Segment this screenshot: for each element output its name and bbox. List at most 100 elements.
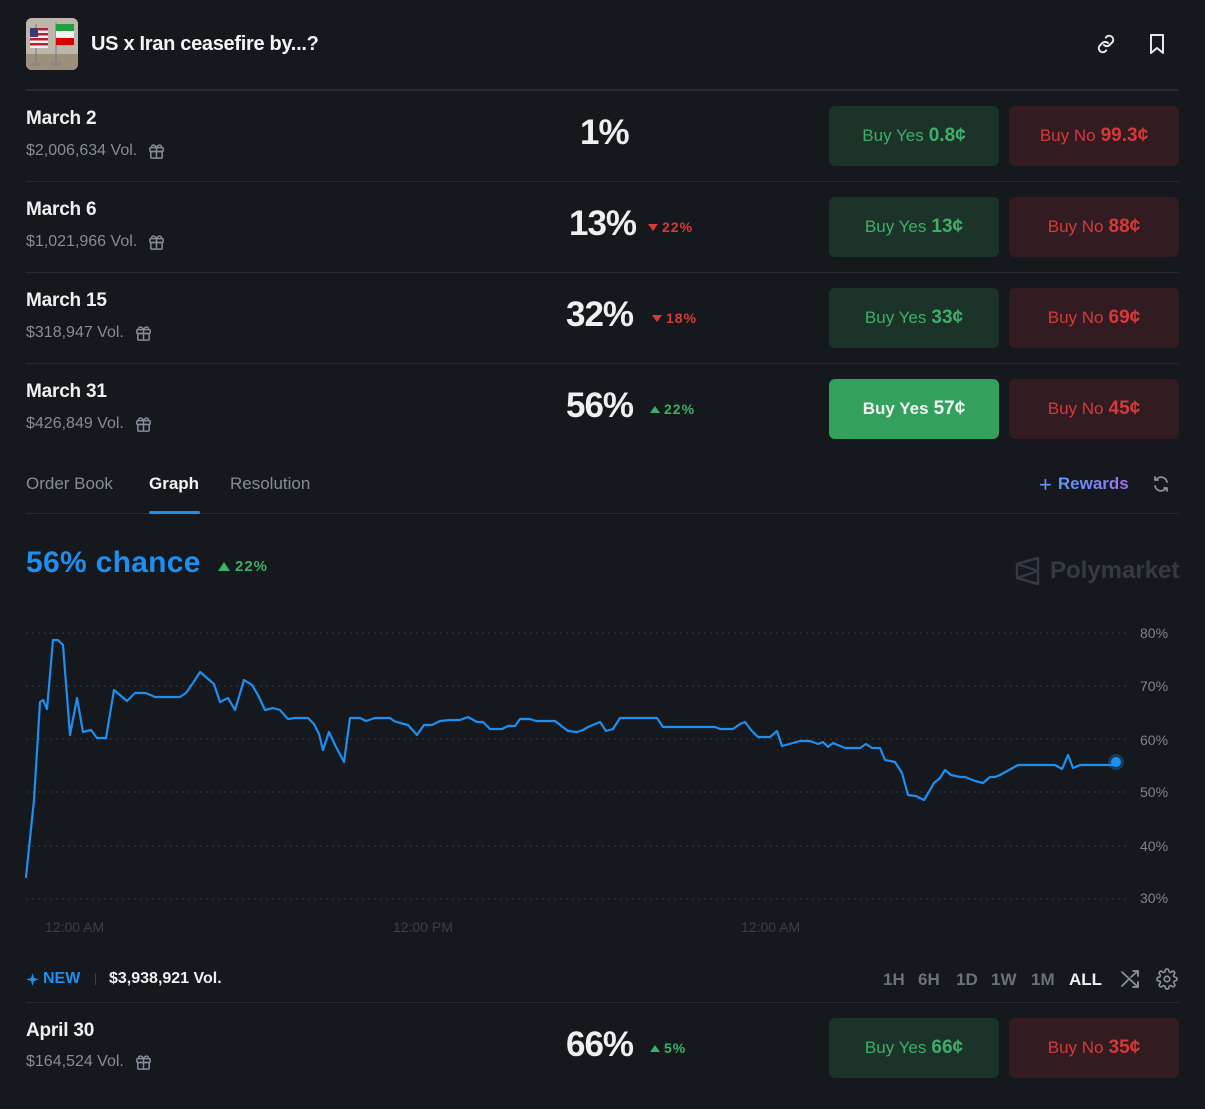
tab-resolution[interactable]: Resolution (230, 474, 311, 493)
chance-label: 56% chance (26, 546, 201, 579)
buy-no-price: 69¢ (1108, 307, 1141, 328)
buy-no-button[interactable]: Buy No 69¢ (1009, 288, 1179, 348)
buy-yes-label: Buy Yes (864, 1038, 927, 1057)
market-title: US x Iran ceasefire by...? (91, 33, 319, 55)
gift-icon[interactable] (147, 232, 166, 251)
watermark-text: Polymarket (1050, 557, 1180, 584)
active-tab-indicator (149, 511, 200, 514)
outcome-percent: 13% (569, 204, 637, 243)
outcome-volume: $318,947 Vol. (26, 323, 153, 342)
outcome-delta: 22% (650, 401, 695, 417)
buy-yes-price: 0.8¢ (928, 125, 966, 146)
outcome-row-march-31[interactable]: March 31 $426,849 Vol. 56% 22% Buy Yes 57… (26, 364, 1179, 455)
y-tick-50: 50% (1140, 784, 1169, 800)
delta-value: 22% (664, 401, 696, 417)
y-tick-60: 60% (1140, 732, 1169, 748)
total-volume: $3,938,921 Vol. (109, 970, 222, 987)
outcome-percent: 66% (566, 1025, 634, 1064)
volume-text: $1,021,966 Vol. (26, 232, 138, 250)
outcome-volume: $164,524 Vol. (26, 1052, 153, 1071)
polymarket-watermark: Polymarket (1014, 556, 1179, 586)
outcome-percent: 32% (566, 295, 634, 334)
range-1h[interactable]: 1H (883, 970, 905, 989)
current-point (1111, 757, 1121, 767)
delta-value: 22% (662, 219, 694, 235)
buy-yes-price: 33¢ (931, 307, 964, 328)
volume-text: $2,006,634 Vol. (26, 141, 138, 159)
buy-no-button[interactable]: Buy No 88¢ (1009, 197, 1179, 257)
buy-yes-button[interactable]: Buy Yes 33¢ (829, 288, 999, 348)
y-tick-30: 30% (1140, 890, 1169, 906)
buy-yes-label: Buy Yes (864, 217, 927, 236)
buy-yes-label: Buy Yes (862, 126, 924, 145)
header-divider (26, 89, 1179, 91)
down-arrow-icon (648, 223, 658, 231)
y-tick-70: 70% (1140, 678, 1169, 694)
outcome-name: March 31 (26, 381, 107, 402)
buy-no-price: 45¢ (1108, 398, 1141, 419)
link-icon[interactable] (1094, 32, 1118, 56)
price-chart[interactable]: 80% 70% 60% 50% 40% 30% 12:00 AM 12:00 P… (0, 600, 1205, 950)
tab-graph[interactable]: Graph (149, 474, 200, 493)
x-tick-3: 12:00 AM (741, 919, 801, 935)
buy-no-button[interactable]: Buy No 45¢ (1009, 379, 1179, 439)
up-arrow-icon (650, 405, 660, 413)
range-1w[interactable]: 1W (991, 970, 1017, 989)
rewards-button[interactable]: + Rewards (1039, 471, 1129, 497)
buy-yes-button[interactable]: Buy Yes 57¢ (829, 379, 999, 439)
market-header: US x Iran ceasefire by...? (26, 18, 1179, 90)
gift-icon[interactable] (134, 323, 153, 342)
gift-icon[interactable] (147, 141, 166, 160)
outcome-row-march-6[interactable]: March 6 $1,021,966 Vol. 13% 22% Buy Yes 1… (26, 182, 1179, 273)
outcome-volume: $2,006,634 Vol. (26, 141, 166, 160)
chart-footer: NEW $3,938,921 Vol. 1H 6H 1D 1W 1M ALL (26, 965, 1179, 1003)
gift-icon[interactable] (134, 414, 153, 433)
x-tick-2: 12:00 PM (393, 919, 453, 935)
buy-no-button[interactable]: Buy No 35¢ (1009, 1018, 1179, 1078)
outcome-percent: 1% (580, 113, 630, 152)
plus-icon: + (1039, 471, 1052, 497)
y-tick-80: 80% (1140, 625, 1169, 641)
settings-icon[interactable] (1156, 968, 1178, 990)
outcome-name: March 2 (26, 108, 97, 129)
outcome-volume: $426,849 Vol. (26, 414, 153, 433)
range-all[interactable]: ALL (1069, 970, 1103, 989)
range-1m[interactable]: 1M (1031, 970, 1055, 989)
delta-value: 18% (666, 310, 698, 326)
outcome-row-march-15[interactable]: March 15 $318,947 Vol. 32% 18% Buy Yes 33… (26, 273, 1179, 364)
outcome-percent: 56% (566, 386, 634, 425)
range-6h[interactable]: 6H (918, 970, 940, 989)
buy-no-label: Buy No (1047, 217, 1104, 236)
bookmark-icon[interactable] (1145, 32, 1169, 56)
gift-icon[interactable] (134, 1052, 153, 1071)
new-label: NEW (43, 970, 81, 987)
chance-delta-value: 22% (235, 558, 269, 575)
up-arrow-icon (218, 562, 230, 571)
buy-yes-button[interactable]: Buy Yes 13¢ (829, 197, 999, 257)
shuffle-icon[interactable] (1119, 968, 1141, 990)
tab-order-book[interactable]: Order Book (26, 474, 113, 493)
new-badge: NEW (26, 970, 80, 988)
outcome-volume: $1,021,966 Vol. (26, 232, 166, 251)
buy-no-button[interactable]: Buy No 99.3¢ (1009, 106, 1179, 166)
refresh-icon[interactable] (1151, 474, 1171, 494)
polymarket-logo-icon (1015, 556, 1040, 586)
outcome-row-april-30[interactable]: April 30 $164,524 Vol. 66% 5% Buy Yes 66¢… (26, 1003, 1179, 1094)
delta-value: 5% (664, 1040, 687, 1056)
range-1d[interactable]: 1D (956, 970, 978, 989)
market-thumbnail (26, 18, 78, 70)
outcome-name: March 15 (26, 290, 107, 311)
y-tick-40: 40% (1140, 838, 1169, 854)
detail-tabs: Order Book Graph Resolution + Rewards (26, 460, 1179, 514)
outcome-row-march-2[interactable]: March 2 $2,006,634 Vol. 1% Buy Yes 0.8¢ B… (26, 91, 1179, 182)
outcome-name: March 6 (26, 199, 97, 220)
volume-text: $164,524 Vol. (26, 1052, 124, 1070)
outcome-delta: 22% (648, 219, 693, 235)
price-line (24, 638, 1118, 879)
volume-text: $426,849 Vol. (26, 414, 124, 432)
buy-yes-button[interactable]: Buy Yes 66¢ (829, 1018, 999, 1078)
up-arrow-icon (650, 1044, 660, 1052)
buy-no-label: Buy No (1039, 126, 1096, 145)
down-arrow-icon (652, 314, 662, 322)
buy-yes-button[interactable]: Buy Yes 0.8¢ (829, 106, 999, 166)
